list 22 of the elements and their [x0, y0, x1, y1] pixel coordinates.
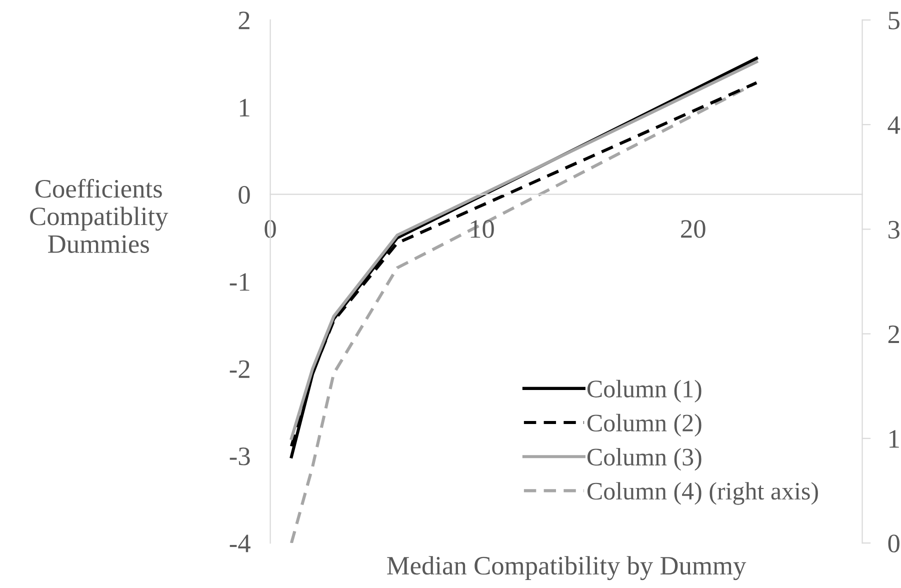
y-tick-label: 0 [238, 186, 250, 204]
y2-tick-label: 2 [888, 325, 899, 343]
y2-tick-label: 5 [888, 12, 900, 30]
y-axis-title: Coefficients Compatiblity Dummies [30, 178, 168, 253]
x-axis-title: Median Compatibility by Dummy [387, 556, 746, 580]
y-tick-label: -4 [230, 534, 250, 552]
y-tick-label: 2 [238, 12, 250, 30]
y-tick-label: -2 [230, 360, 250, 378]
y2-tick-label: 0 [888, 534, 900, 552]
legend-label: Column (1) [587, 380, 702, 403]
legend-label: Column (2) [587, 414, 702, 437]
y2-tick-label: 3 [888, 220, 900, 239]
x-tick-label: 0 [264, 220, 276, 238]
x-tick-label: 20 [681, 220, 706, 238]
y2-tick-label: 4 [888, 116, 900, 134]
y2-tick-label: 1 [890, 430, 899, 448]
x-tick-label: 10 [470, 220, 494, 238]
y-tick-label: 1 [240, 98, 250, 116]
legend-label: Column (4) (right axis) [587, 482, 818, 505]
y-tick-label: -3 [230, 448, 250, 466]
legend-label: Column (3) [587, 448, 702, 471]
y-tick-label: -1 [230, 273, 250, 291]
